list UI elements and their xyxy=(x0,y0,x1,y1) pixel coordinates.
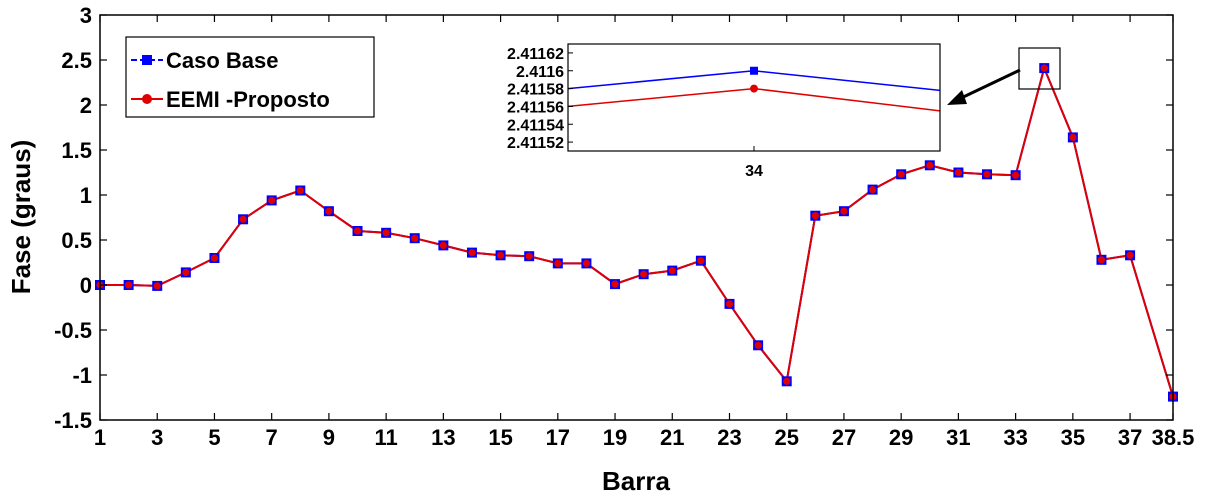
x-tick-label: 33 xyxy=(1003,425,1027,450)
inset-y-tick-label: 2.4116 xyxy=(516,64,564,81)
inset-y-tick-label: 2.41162 xyxy=(507,46,564,63)
y-axis-label: Fase (graus) xyxy=(6,140,36,295)
data-point-circle xyxy=(125,281,133,289)
y-tick-label: -1 xyxy=(72,363,92,388)
plot-area-frame xyxy=(99,14,1174,421)
data-point-circle xyxy=(611,280,619,288)
inset-data-point-circle xyxy=(750,84,758,93)
data-point-circle xyxy=(1069,133,1077,141)
data-point-circle xyxy=(182,268,190,276)
y-tick-label: -0.5 xyxy=(54,318,92,343)
legend-label-eemi: EEMI -Proposto xyxy=(166,87,330,112)
inset-x-tick-label: 34 xyxy=(745,163,763,180)
x-tick-label: 31 xyxy=(946,425,970,450)
data-point-circle xyxy=(983,170,991,178)
inset-series-markers xyxy=(750,66,758,93)
inset-background xyxy=(568,44,940,151)
data-point-circle xyxy=(439,241,447,249)
data-point-circle xyxy=(926,161,934,169)
legend-box xyxy=(125,36,375,118)
data-point-circle xyxy=(868,186,877,194)
inset-x-axis: 34 xyxy=(745,146,763,180)
data-point-circle xyxy=(697,257,705,265)
data-point-circle xyxy=(668,267,676,275)
x-tick-label: 29 xyxy=(889,425,913,450)
data-point-circle xyxy=(468,249,476,257)
data-point-circle xyxy=(1040,64,1048,72)
data-point-circle xyxy=(754,341,762,349)
data-point-circle xyxy=(268,196,276,204)
x-tick-label: 25 xyxy=(774,425,798,450)
x-axis-label: Barra xyxy=(602,466,670,496)
inset-y-axis: 2.411622.41162.411582.411562.411542.4115… xyxy=(507,46,573,152)
data-point-circle xyxy=(582,259,591,267)
y-tick-label: -1.5 xyxy=(54,408,92,433)
legend-marker-eemi xyxy=(142,94,152,104)
data-point-circle xyxy=(353,227,362,235)
x-tick-label: 7 xyxy=(266,425,278,450)
data-point-circle xyxy=(1097,256,1106,264)
inset-y-tick-label: 2.41156 xyxy=(507,99,564,116)
zoom-box xyxy=(1018,47,1061,90)
y-tick-label: 0.5 xyxy=(61,228,92,253)
x-tick-label: 35 xyxy=(1061,425,1085,450)
y-tick-label: 1.5 xyxy=(61,138,92,163)
data-point-circle xyxy=(640,270,648,278)
data-point-circle xyxy=(1126,251,1134,259)
data-point-circle xyxy=(1012,171,1020,179)
x-tick-label: 38.5 xyxy=(1152,425,1195,450)
inset-y-tick-label: 2.41152 xyxy=(507,135,564,152)
y-tick-label: 2 xyxy=(80,93,92,118)
legend-marker-caso-base xyxy=(142,55,152,65)
data-point-circle xyxy=(239,215,247,223)
data-point-circle xyxy=(554,259,562,267)
zoom-arrow xyxy=(956,68,1021,102)
x-tick-label: 9 xyxy=(323,425,335,450)
x-tick-label: 5 xyxy=(208,425,220,450)
x-tick-label: 11 xyxy=(375,425,398,450)
data-point-circle xyxy=(411,234,419,242)
x-tick-label: 3 xyxy=(151,425,163,450)
data-point-circle xyxy=(954,168,963,177)
data-point-circle xyxy=(382,229,390,237)
data-point-circle xyxy=(897,170,905,178)
zoom-arrow-head xyxy=(947,90,967,105)
data-point-circle xyxy=(725,300,734,308)
data-point-circle xyxy=(296,186,304,195)
data-point-circle xyxy=(525,252,533,260)
x-tick-label: 1 xyxy=(94,425,106,450)
data-point-circle xyxy=(840,207,848,215)
x-tick-label: 27 xyxy=(832,425,856,450)
data-point-circle xyxy=(325,207,333,215)
x-axis: 1 3 5 7 9 11 13 15 17 19 21 23 25 27 29 31 33 35 37 38.5 xyxy=(94,15,1195,450)
y-tick-label: 3 xyxy=(80,3,92,28)
x-tick-label: 17 xyxy=(546,425,570,450)
data-point-circle xyxy=(153,282,161,290)
y-axis: 3 2.5 2 1.5 1 0.5 0 -0.5 -1 -1.5 xyxy=(54,3,1173,433)
y-tick-label: 1 xyxy=(80,183,92,208)
data-point-circle xyxy=(210,254,219,262)
inset-y-tick-label: 2.41154 xyxy=(507,117,564,134)
data-point-circle xyxy=(811,212,819,220)
inset-data-point-square xyxy=(750,66,758,75)
y-tick-label: 2.5 xyxy=(61,48,92,73)
x-tick-label: 23 xyxy=(717,425,741,450)
legend: Caso Base EEMI -Proposto xyxy=(125,36,375,118)
legend-label-caso-base: Caso Base xyxy=(166,48,279,73)
x-tick-label: 15 xyxy=(488,425,512,450)
inset-y-tick-label: 2.41158 xyxy=(507,82,564,99)
data-point-circle xyxy=(496,251,505,259)
y-tick-label: 0 xyxy=(80,273,92,298)
x-tick-label: 37 xyxy=(1118,425,1142,450)
x-tick-label: 13 xyxy=(431,425,455,450)
x-tick-label: 19 xyxy=(603,425,627,450)
x-tick-label: 21 xyxy=(660,425,684,450)
data-point-circle xyxy=(783,377,791,385)
inset-chart: 34 2.411622.41162.411582.411562.411542.4… xyxy=(507,43,941,180)
